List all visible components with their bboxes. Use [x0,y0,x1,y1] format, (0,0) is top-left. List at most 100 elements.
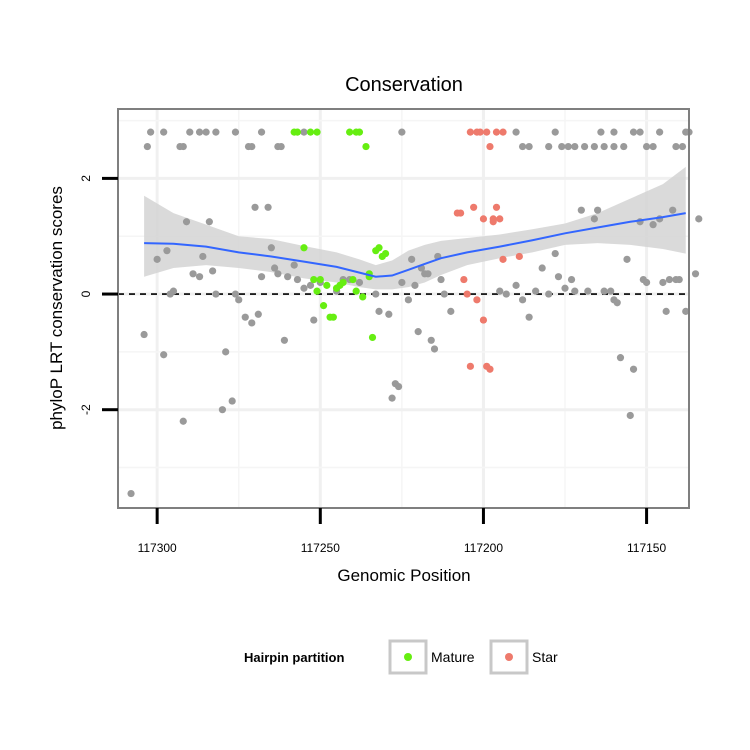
point-other [205,218,213,226]
series-other [127,128,703,498]
point-other [182,218,191,226]
point-other [496,287,504,295]
chart-title: Conservation [345,74,463,96]
point-other [545,290,553,298]
y-tick-label: 0 [79,290,93,297]
point-other [564,142,572,151]
point-other [202,128,210,136]
point-other [212,128,220,136]
point-other [665,275,674,284]
point-other [388,394,396,402]
point-other [669,206,677,214]
point-star [489,215,497,223]
point-other [440,290,448,298]
point-other [427,336,435,344]
point-other [280,336,289,344]
point-other [610,128,618,136]
point-other [199,252,207,261]
point-other [437,275,445,284]
point-other [241,313,249,321]
point-other [293,275,302,284]
point-other [597,128,605,136]
point-other [626,411,634,420]
point-other [607,287,615,295]
y-axis-ticks: -2 0 2 [79,175,118,415]
point-mature [329,313,337,321]
point-other [600,142,608,151]
point-other [691,270,700,278]
point-other [580,142,589,151]
point-mature [352,287,360,295]
point-mature [310,275,318,284]
point-other [408,255,416,263]
smooth-curve [144,212,686,278]
point-other [512,281,520,289]
series-star [453,128,523,373]
point-other [398,128,406,136]
point-mature [293,128,302,136]
point-other [558,142,566,151]
point-other [532,287,540,295]
point-other [153,255,161,263]
point-other [218,406,227,414]
point-star [486,142,494,151]
point-other [502,290,510,298]
point-other [594,206,602,214]
legend-label-mature: Mature [431,649,475,665]
point-other [248,319,256,327]
point-other [512,128,520,136]
y-axis-label: phyloP LRT conservation scores [47,186,66,430]
point-other [231,128,240,136]
point-star [466,362,474,370]
point-other [163,247,171,255]
point-other [430,345,439,353]
point-other [310,316,318,324]
point-other [228,397,236,405]
point-mature [300,244,308,252]
point-other [571,287,579,295]
point-mature [306,128,315,136]
point-other [195,128,204,136]
point-other [649,142,657,151]
point-other [127,489,135,498]
point-star [492,203,501,211]
point-other [251,203,259,211]
point-mature [346,128,354,136]
point-other [447,307,455,315]
point-other [209,267,217,275]
point-mature [313,287,321,295]
point-other [672,142,680,151]
point-star [473,296,481,304]
point-other [424,270,432,278]
point-other [143,142,151,151]
point-other [629,365,638,373]
point-other [300,128,308,136]
point-other [577,206,585,214]
point-other [678,142,687,151]
smooth-line [144,212,686,278]
point-other [375,307,383,315]
point-star [483,128,491,136]
point-star [466,128,474,136]
point-other [590,215,598,223]
point-other [642,278,651,287]
point-other [642,142,651,151]
point-other [518,296,527,304]
point-other [613,299,621,307]
point-other [636,128,644,136]
x-tick-label: 117250 [301,541,340,555]
legend-dot-mature [404,653,412,661]
point-other [212,290,220,298]
legend-dot-star [505,653,513,661]
point-other [649,221,657,229]
point-mature [316,275,324,284]
point-other [257,273,266,281]
point-other [411,281,419,289]
point-other [554,273,563,281]
point-other [518,142,527,151]
point-other [274,270,282,278]
point-other [306,281,315,289]
point-mature [323,281,331,289]
